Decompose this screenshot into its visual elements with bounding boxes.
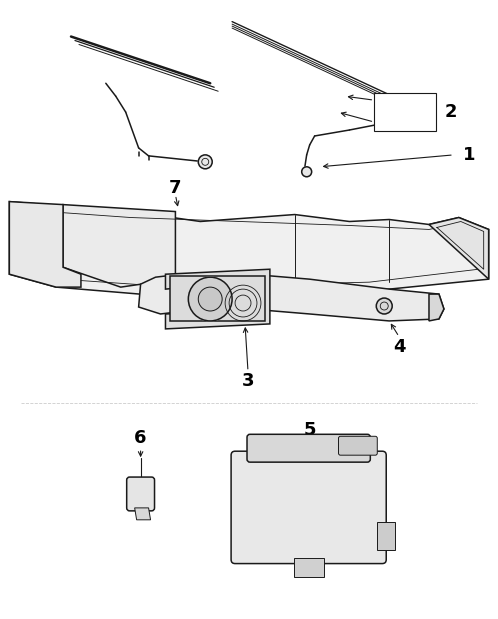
Text: 6: 6: [134, 430, 147, 448]
Polygon shape: [170, 276, 265, 321]
Text: 2: 2: [445, 103, 457, 121]
FancyBboxPatch shape: [339, 436, 377, 455]
Text: 5: 5: [303, 422, 316, 439]
Circle shape: [198, 155, 212, 169]
Polygon shape: [63, 205, 175, 287]
FancyBboxPatch shape: [126, 477, 154, 511]
Bar: [377, 522, 395, 550]
Text: 4: 4: [393, 338, 405, 356]
Circle shape: [188, 277, 232, 321]
Polygon shape: [429, 294, 444, 321]
Text: 1: 1: [463, 146, 475, 164]
FancyBboxPatch shape: [247, 435, 371, 462]
Circle shape: [302, 167, 312, 177]
Text: 3: 3: [242, 371, 254, 389]
Bar: [374, 93, 436, 131]
Polygon shape: [429, 217, 489, 279]
Polygon shape: [138, 274, 444, 321]
Polygon shape: [9, 202, 489, 297]
Polygon shape: [9, 202, 81, 287]
FancyBboxPatch shape: [231, 451, 386, 563]
Polygon shape: [165, 269, 270, 329]
Bar: [294, 558, 324, 578]
Circle shape: [198, 287, 222, 311]
Circle shape: [376, 298, 392, 314]
Text: 7: 7: [169, 179, 182, 197]
Polygon shape: [134, 508, 150, 520]
